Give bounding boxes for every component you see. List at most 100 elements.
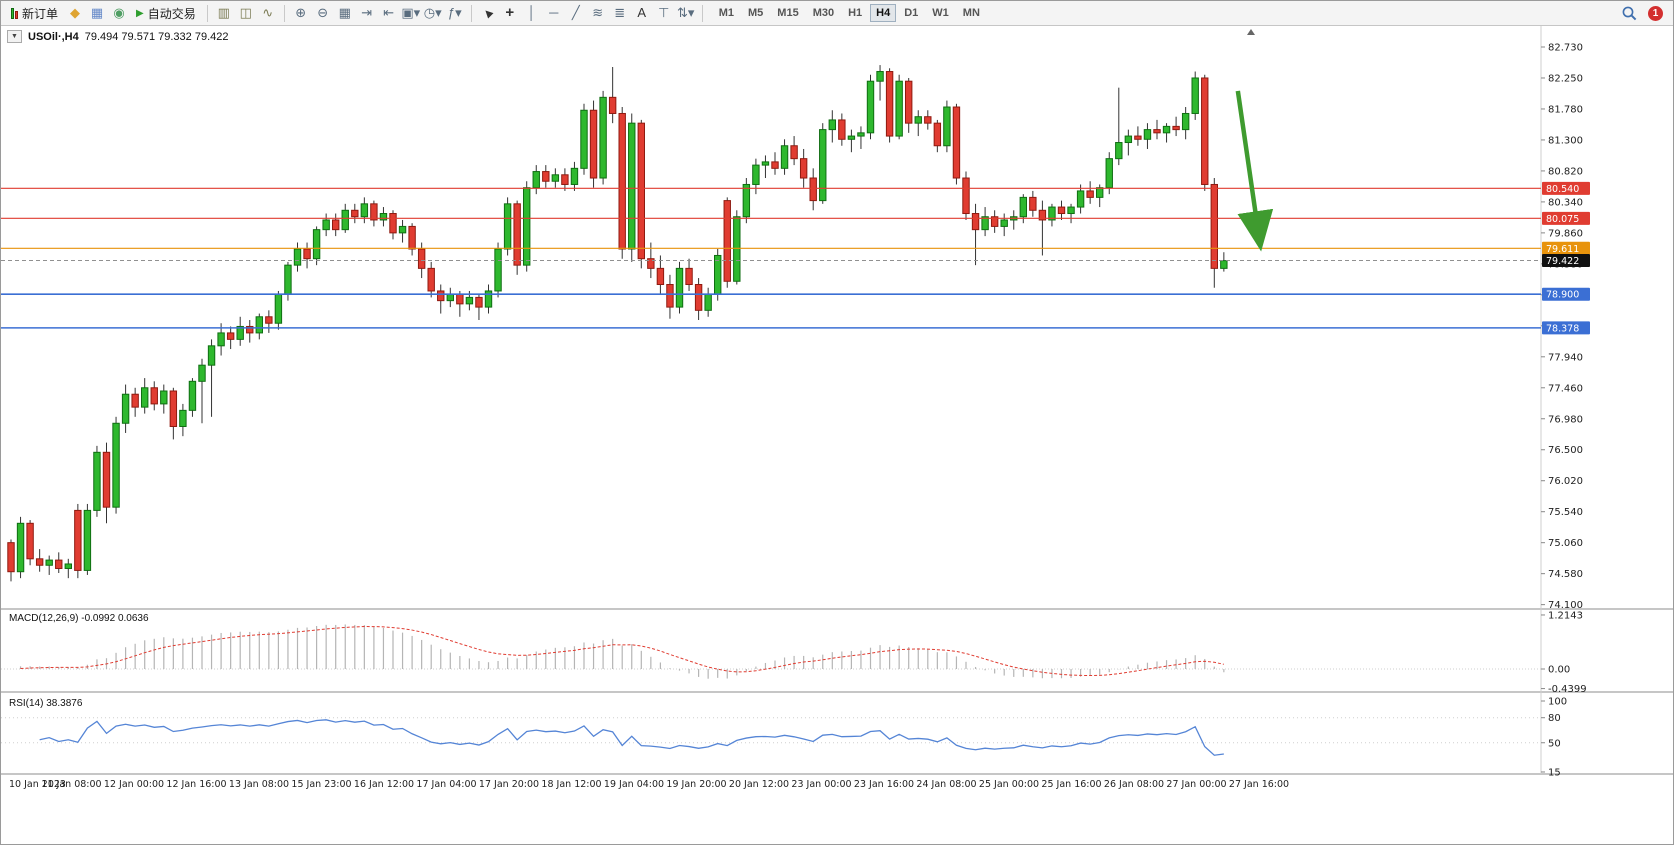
svg-text:17 Jan 20:00: 17 Jan 20:00: [479, 779, 539, 790]
svg-text:25 Jan 00:00: 25 Jan 00:00: [979, 779, 1039, 790]
one-click-trading-toggle[interactable]: ▼: [7, 30, 22, 43]
svg-text:78.378: 78.378: [1546, 323, 1579, 334]
candlestick-chart-icon[interactable]: ◫: [239, 5, 252, 20]
zoom-in-icon[interactable]: ⊕: [295, 5, 307, 20]
timeframe-m30[interactable]: M30: [812, 7, 835, 19]
svg-text:80.820: 80.820: [1548, 166, 1583, 177]
price-chart[interactable]: 82.730 82.250 81.780 81.300 80.820 80.340 79.8…: [1, 26, 1674, 845]
svg-text:75.540: 75.540: [1548, 507, 1583, 518]
svg-text:76.500: 76.500: [1548, 445, 1583, 456]
svg-text:77.940: 77.940: [1548, 352, 1583, 363]
arrows-tool-icon[interactable]: ⇅▾: [677, 5, 695, 20]
svg-text:81.300: 81.300: [1548, 135, 1583, 146]
svg-text:26 Jan 08:00: 26 Jan 08:00: [1104, 779, 1164, 790]
tile-windows-icon[interactable]: ▦: [338, 5, 351, 20]
svg-text:76.980: 76.980: [1548, 414, 1583, 425]
chart-area: 82.730 82.250 81.780 81.300 80.820 80.340 79.8…: [1, 26, 1674, 845]
toolbar-zoom-icons: ⊕ ⊖: [290, 2, 334, 24]
new-order-button[interactable]: 新订单: [5, 3, 64, 24]
toolbar-chart-type-icons: ▥ ◫ ∿: [213, 2, 279, 24]
toolbar-separator: [701, 4, 703, 22]
svg-text:79.422: 79.422: [1546, 256, 1579, 267]
trendline-icon[interactable]: ╱: [571, 5, 580, 20]
vertical-line-icon[interactable]: │: [527, 5, 536, 20]
autotrade-button[interactable]: ▶ 自动交易: [130, 3, 202, 24]
timeframe-mn[interactable]: MN: [962, 7, 980, 19]
indicators-icon[interactable]: ƒ▾: [447, 5, 462, 20]
svg-text:50: 50: [1548, 738, 1561, 749]
svg-text:20 Jan 12:00: 20 Jan 12:00: [729, 779, 789, 790]
chart-shift-marker[interactable]: [1247, 29, 1255, 35]
svg-text:16 Jan 12:00: 16 Jan 12:00: [354, 779, 414, 790]
timeframe-d1[interactable]: D1: [904, 7, 919, 19]
svg-text:11 Jan 08:00: 11 Jan 08:00: [41, 779, 101, 790]
toolbar-tool-icons: ▲ + │ ─ ╱ ≋ ≣ A ⊤ ⇅▾: [477, 2, 697, 24]
svg-text:82.730: 82.730: [1548, 43, 1583, 54]
chart-shift-icon[interactable]: ⇤: [383, 5, 395, 20]
timeframe-h1[interactable]: H1: [848, 7, 863, 19]
autotrade-label: 自动交易: [147, 6, 196, 21]
svg-text:12 Jan 00:00: 12 Jan 00:00: [104, 779, 164, 790]
svg-text:24 Jan 08:00: 24 Jan 08:00: [916, 779, 976, 790]
svg-text:81.780: 81.780: [1548, 104, 1583, 115]
svg-text:74.100: 74.100: [1548, 600, 1583, 611]
chart-ohlc-header: ▼ USOil·,H4 79.494 79.571 79.332 79.422: [7, 30, 228, 43]
svg-text:19 Jan 04:00: 19 Jan 04:00: [604, 779, 664, 790]
auto-scroll-icon[interactable]: ⇥: [361, 5, 373, 20]
svg-text:76.020: 76.020: [1548, 476, 1583, 487]
label-tool-icon[interactable]: ⊤: [658, 5, 670, 20]
bar-chart-icon[interactable]: ▥: [217, 5, 230, 20]
svg-text:77.460: 77.460: [1548, 383, 1583, 394]
horizontal-line-icon[interactable]: ─: [549, 5, 559, 20]
period-selector-icon[interactable]: ◷▾: [423, 5, 442, 20]
panel-dividers: [1, 26, 1673, 775]
navigator-icon[interactable]: ◉: [113, 5, 125, 20]
fibonacci-icon[interactable]: ≋: [592, 5, 604, 20]
svg-text:80.340: 80.340: [1548, 197, 1583, 208]
svg-text:74.580: 74.580: [1548, 569, 1583, 580]
svg-text:10 Jan 2023: 10 Jan 2023: [9, 779, 66, 790]
svg-text:27 Jan 16:00: 27 Jan 16:00: [1229, 779, 1289, 790]
symbol-label: USOil·,H4: [28, 30, 79, 43]
toolbar: 新订单 ◆ ▦ ◉ ▶ 自动交易 ▥ ◫ ∿ ⊕ ⊖ ▦ ⇥ ⇤ ▣▾ ◷▾ ƒ▾ ▲ + │ ─ ╱ ≋ ≣ A…: [1, 1, 1673, 26]
svg-text:80: 80: [1548, 713, 1561, 724]
svg-text:13 Jan 08:00: 13 Jan 08:00: [229, 779, 289, 790]
svg-text:15: 15: [1548, 767, 1561, 778]
trend-arrow-annotation[interactable]: [1235, 90, 1274, 252]
notification-badge[interactable]: 1: [1648, 5, 1663, 21]
timeframe-group: M1 M5 M15 M30 H1 H4 D1 W1 MN: [712, 4, 987, 22]
text-tool-icon[interactable]: A: [637, 5, 647, 20]
new-order-icon: [11, 7, 18, 19]
svg-text:-0.4399: -0.4399: [1548, 684, 1587, 695]
zoom-out-icon[interactable]: ⊖: [317, 5, 329, 20]
timeframe-m15[interactable]: M15: [777, 7, 799, 19]
svg-text:80.540: 80.540: [1546, 184, 1579, 195]
chart-shift-marker: [1247, 29, 1255, 35]
timeframe-w1[interactable]: W1: [932, 7, 949, 19]
timeframe-h4[interactable]: H4: [870, 4, 897, 22]
ohlc-values: 79.494 79.571 79.332 79.422: [84, 30, 229, 43]
toolbar-left-icons: ◆ ▦ ◉: [64, 2, 130, 24]
rsi-panel: 100 80 50 15: [1, 697, 1567, 778]
data-window-icon[interactable]: ▦: [90, 5, 104, 20]
chart-templates-icon[interactable]: ▣▾: [401, 5, 421, 20]
svg-text:78.900: 78.900: [1546, 290, 1579, 301]
timeframe-m1[interactable]: M1: [718, 7, 735, 19]
svg-text:19 Jan 20:00: 19 Jan 20:00: [666, 779, 726, 790]
line-chart-icon[interactable]: ∿: [262, 5, 274, 20]
candles: [7, 65, 1228, 582]
play-icon: ▶: [136, 7, 144, 19]
svg-text:12 Jan 16:00: 12 Jan 16:00: [166, 779, 226, 790]
price-tags: 80.540 80.075 79.611 78.900 78.378 79.422: [1542, 181, 1590, 335]
svg-text:79.611: 79.611: [1546, 244, 1579, 255]
market-watch-icon[interactable]: ◆: [70, 5, 81, 20]
crosshair-icon[interactable]: +: [505, 4, 515, 21]
search-icon[interactable]: [1621, 5, 1638, 22]
svg-text:23 Jan 16:00: 23 Jan 16:00: [854, 779, 914, 790]
svg-text:1.2143: 1.2143: [1548, 610, 1583, 621]
timeframe-m5[interactable]: M5: [748, 7, 764, 19]
svg-text:23 Jan 00:00: 23 Jan 00:00: [791, 779, 851, 790]
andrews-grid-icon[interactable]: ≣: [614, 5, 626, 20]
price-lines[interactable]: [1, 187, 1541, 329]
